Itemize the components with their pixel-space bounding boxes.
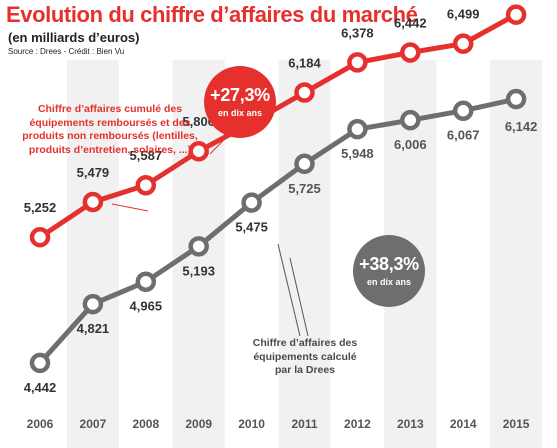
gray-data-label: 6,006 (394, 137, 427, 152)
gray-data-label: 5,948 (341, 146, 374, 161)
red-series-line (38, 12, 518, 240)
red-data-point (400, 42, 421, 63)
red-data-label: 5,479 (77, 165, 110, 180)
x-tick-label: 2007 (80, 417, 107, 431)
red-data-point (452, 33, 474, 54)
gray-data-label: 4,965 (130, 299, 163, 314)
x-tick-label: 2009 (185, 417, 212, 431)
x-tick-label: 2015 (503, 417, 530, 431)
gray-data-label: 5,475 (235, 220, 268, 235)
chart-title: Evolution du chiffre d’affaires du march… (6, 2, 418, 27)
red-growth-value: +27,3% (210, 85, 270, 105)
x-tick-label: 2011 (291, 417, 317, 431)
gray-data-point (505, 88, 527, 110)
gray-data-point (347, 118, 368, 140)
chart-source: Source : Drees - Crédit : Bien Vu (8, 47, 125, 56)
x-tick-label: 2013 (397, 417, 424, 431)
x-tick-label: 2006 (27, 417, 54, 431)
gray-growth-caption: en dix ans (366, 277, 411, 287)
gray-data-point (294, 153, 315, 175)
red-data-point (505, 4, 527, 25)
gray-data-label: 5,725 (288, 181, 321, 196)
gray-data-point (241, 192, 262, 213)
x-tick-label: 2012 (344, 417, 371, 431)
red-data-label: 6,442 (394, 16, 427, 31)
red-data-label: 6,378 (341, 25, 374, 40)
gray-data-point (188, 236, 209, 257)
gray-data-label: 6,067 (447, 128, 480, 143)
red-data-label: 6,686 (495, 0, 538, 1)
red-annotation-leader (111, 203, 149, 212)
chart-subtitle: (en milliards d’euros) (8, 30, 140, 45)
red-data-point (188, 140, 209, 162)
red-data-label: 6,499 (447, 7, 480, 22)
gray-growth-badge: +38,3% en dix ans (353, 235, 425, 307)
red-series-annotation: Chiffre d’affaires cumulé des équipement… (22, 103, 198, 156)
year-band-2007 (66, 60, 119, 448)
red-growth-caption: en dix ans (217, 108, 262, 118)
gray-data-label: 4,442 (24, 380, 57, 395)
gray-data-point (135, 271, 157, 292)
gray-series-annotation: Chiffre d’affaires des équipements calcu… (252, 337, 358, 376)
series-lines (38, 12, 518, 365)
x-tick-label: 2010 (238, 417, 265, 431)
gray-annotation-leader (277, 243, 301, 337)
gray-data-label: 4,821 (77, 321, 110, 336)
gray-series-line (38, 96, 517, 365)
red-data-point (29, 226, 51, 248)
gray-data-label: 5,193 (182, 263, 215, 278)
gray-data-point (452, 100, 474, 121)
red-data-point (347, 52, 368, 73)
year-band-2011 (278, 60, 331, 448)
red-data-point (82, 191, 104, 213)
x-tick-label: 2014 (450, 417, 477, 431)
gray-data-label: 6,142 (505, 119, 538, 134)
x-axis-ticks: 2006 2007 2008 2009 2010 2011 2012 2013 2014 2015 (27, 417, 530, 431)
gray-data-point (82, 293, 104, 315)
gray-growth-value: +38,3% (359, 254, 419, 274)
red-data-point (135, 174, 157, 196)
red-data-label: 5,587 (130, 148, 163, 163)
x-tick-label: 2008 (132, 417, 159, 431)
gray-data-point (400, 109, 421, 131)
gray-annotation-leader (289, 257, 309, 337)
year-band-2015 (490, 60, 543, 448)
red-data-point (294, 82, 315, 103)
red-data-label: 6,184 (288, 56, 321, 71)
red-data-label: 5,252 (24, 200, 57, 215)
gray-data-point (29, 352, 51, 374)
red-growth-badge: +27,3% en dix ans (204, 66, 276, 138)
